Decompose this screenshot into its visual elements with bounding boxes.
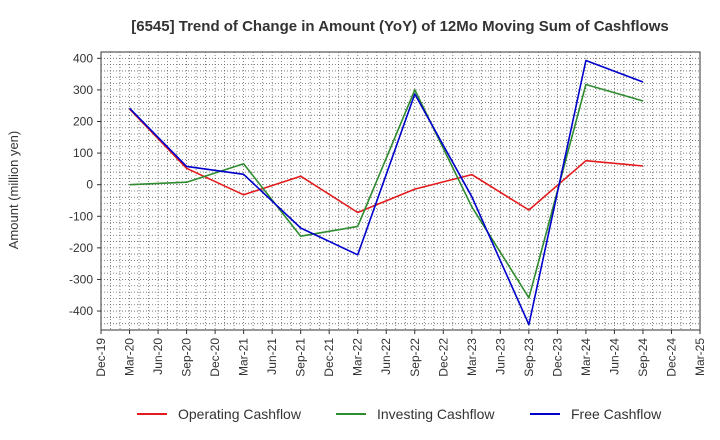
x-tick-label: Dec-20 <box>208 338 222 377</box>
x-tick-label: Sep-20 <box>180 338 194 377</box>
x-tick-label: Sep-21 <box>294 338 308 377</box>
legend: Operating Cashflow Investing Cashflow Free… <box>137 406 662 422</box>
x-tick-label: Dec-19 <box>94 338 108 377</box>
y-tick-label: 300 <box>73 83 93 97</box>
x-tick-label: Mar-25 <box>693 338 707 376</box>
x-tick-label: Dec-22 <box>436 338 450 377</box>
x-tick-label: Dec-21 <box>322 338 336 377</box>
x-tick-label: Jun-23 <box>493 338 507 375</box>
y-axis-ticks: 400 300 200 100 0 -100 -200 -300 -400 <box>69 51 101 318</box>
investing-cashflow-legend-label: Investing Cashflow <box>377 406 495 422</box>
free-cashflow-line <box>128 59 644 326</box>
x-tick-label: Jun-22 <box>379 338 393 375</box>
x-tick-label: Jun-20 <box>151 338 165 375</box>
y-tick-label: 0 <box>86 178 93 192</box>
x-tick-label: Mar-23 <box>465 338 479 376</box>
x-tick-label: Mar-22 <box>351 338 365 376</box>
x-tick-label: Dec-23 <box>550 338 564 377</box>
free-cashflow-legend-label: Free Cashflow <box>571 406 662 422</box>
x-tick-label: Sep-22 <box>408 338 422 377</box>
y-tick-label: -400 <box>69 304 93 318</box>
operating-cashflow-legend-label: Operating Cashflow <box>178 406 302 422</box>
x-tick-label: Mar-21 <box>237 338 251 376</box>
y-tick-label: 100 <box>73 146 93 160</box>
x-tick-label: Dec-24 <box>664 338 678 377</box>
y-axis-label: Amount (million yen) <box>6 131 21 250</box>
x-tick-label: Sep-23 <box>522 338 536 377</box>
x-tick-label: Jun-21 <box>265 338 279 375</box>
x-tick-label: Mar-24 <box>579 338 593 376</box>
series-lines <box>128 59 644 326</box>
x-tick-label: Mar-20 <box>123 338 137 376</box>
plot-frame <box>100 51 701 331</box>
y-tick-label: 200 <box>73 115 93 129</box>
y-tick-label: -200 <box>69 241 93 255</box>
x-tick-label: Jun-24 <box>607 338 621 375</box>
y-tick-label: 400 <box>73 51 93 65</box>
x-axis-ticks: Dec-19 Mar-20 Jun-20 Sep-20 Dec-20 Mar-21 Jun-… <box>94 330 707 377</box>
y-tick-label: -300 <box>69 272 93 286</box>
operating-cashflow-line <box>128 108 644 214</box>
y-tick-label: -100 <box>69 209 93 223</box>
grid-lines <box>101 52 700 330</box>
x-tick-label: Sep-24 <box>636 338 650 377</box>
chart-title: [6545] Trend of Change in Amount (YoY) o… <box>131 18 669 35</box>
plot-area <box>100 51 701 331</box>
